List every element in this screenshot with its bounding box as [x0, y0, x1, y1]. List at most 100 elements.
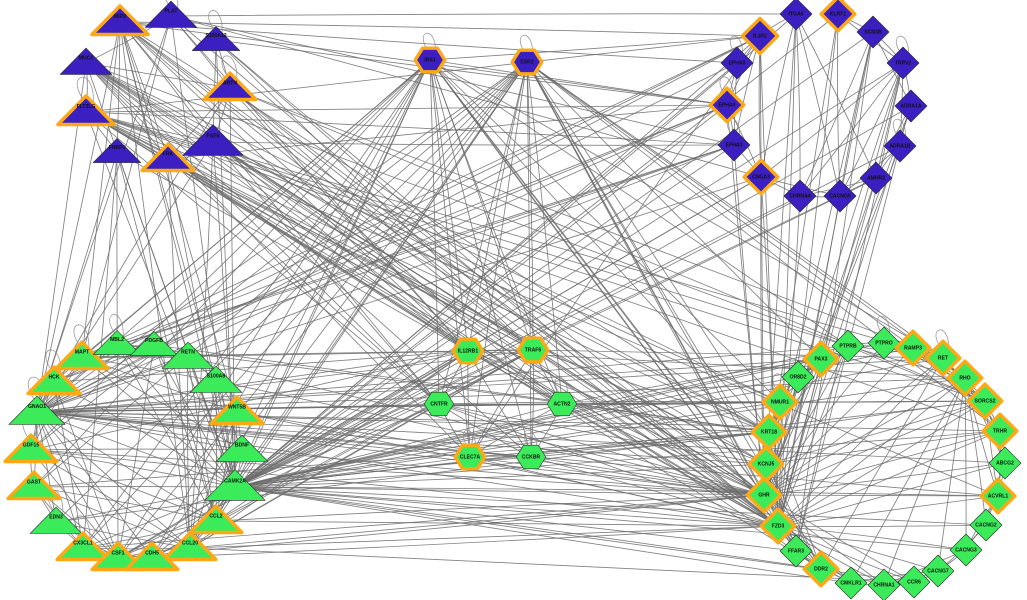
node-wnt5b[interactable] — [209, 395, 265, 426]
node-ffar3[interactable] — [779, 534, 813, 568]
node-cckbr[interactable] — [515, 444, 547, 470]
node-retn[interactable] — [161, 341, 215, 369]
node-ret[interactable] — [924, 339, 962, 377]
node-chrna4[interactable] — [783, 179, 817, 213]
edge — [777, 524, 987, 527]
edge — [799, 31, 874, 197]
node-trpv2[interactable] — [886, 46, 920, 80]
node-artn[interactable] — [202, 71, 258, 102]
node-gdf15[interactable] — [3, 433, 59, 464]
self-loop-edge — [554, 376, 569, 399]
node-fgf6[interactable] — [182, 124, 244, 156]
edge — [763, 494, 999, 497]
edge — [151, 525, 779, 559]
node-scn3b[interactable] — [856, 15, 890, 49]
node-ghr[interactable] — [745, 476, 783, 514]
node-cx3cl1[interactable] — [55, 531, 111, 562]
node-fzd3[interactable] — [759, 507, 797, 545]
edge — [429, 59, 849, 347]
node-plat[interactable] — [144, 0, 198, 28]
node-s100a8[interactable] — [189, 365, 243, 393]
node-layer[interactable] — [3, 0, 1022, 600]
node-clec7a[interactable] — [453, 443, 487, 471]
node-epha3[interactable] — [717, 128, 751, 162]
node-itga5[interactable] — [779, 0, 813, 31]
node-acvrl1[interactable] — [979, 477, 1017, 515]
edge — [532, 349, 779, 527]
node-or8d2[interactable] — [781, 360, 815, 394]
node-cacng5[interactable] — [823, 179, 857, 213]
edge — [777, 105, 912, 527]
node-muc1[interactable] — [59, 47, 113, 75]
edge — [760, 62, 904, 178]
node-gnao1[interactable] — [8, 395, 66, 425]
node-epha4[interactable] — [708, 86, 746, 124]
edge — [795, 62, 904, 552]
edge — [30, 59, 431, 451]
node-hck[interactable] — [26, 365, 82, 396]
node-cntfr[interactable] — [423, 391, 455, 417]
edge — [429, 59, 532, 458]
edge — [429, 59, 728, 106]
edge — [429, 59, 797, 552]
node-fnbp1[interactable] — [92, 138, 142, 163]
edge — [795, 13, 877, 179]
node-pax3[interactable] — [802, 340, 840, 378]
node-edn3[interactable] — [29, 506, 83, 534]
node-mbl2[interactable] — [92, 330, 142, 355]
node-esr2[interactable] — [510, 48, 544, 76]
node-ptprb[interactable] — [831, 329, 865, 363]
node-ptpro[interactable] — [867, 326, 901, 360]
node-epha5[interactable] — [720, 46, 754, 80]
node-rho[interactable] — [946, 359, 984, 397]
node-s100a12[interactable] — [191, 26, 241, 51]
node-camk2a[interactable] — [204, 469, 266, 501]
edge — [212, 141, 440, 405]
node-cdh5[interactable] — [124, 541, 180, 572]
node-abcg2[interactable] — [988, 446, 1022, 480]
node-adra1b[interactable] — [883, 129, 917, 163]
edge — [119, 21, 534, 351]
node-ccl2[interactable] — [188, 504, 244, 535]
edge — [119, 21, 563, 405]
node-bdnf[interactable] — [215, 434, 269, 462]
node-ccl20[interactable] — [162, 531, 218, 562]
node-ddr2[interactable] — [802, 550, 840, 588]
node-traf6[interactable] — [516, 336, 550, 364]
node-mapt[interactable] — [54, 340, 110, 371]
node-cacng7[interactable] — [921, 554, 955, 588]
edge — [36, 411, 217, 522]
node-amhr2[interactable] — [859, 161, 893, 195]
node-cacng2[interactable] — [969, 508, 1003, 542]
node-irs1[interactable] — [413, 46, 447, 74]
node-cacng3[interactable] — [949, 533, 983, 567]
node-actn2[interactable] — [546, 391, 578, 417]
node-cnga3[interactable] — [742, 158, 780, 196]
node-gast[interactable] — [6, 470, 62, 501]
node-ramp3[interactable] — [894, 329, 932, 367]
edge — [763, 177, 877, 496]
node-adra1a[interactable] — [894, 89, 928, 123]
node-flt3lg[interactable] — [56, 94, 116, 127]
node-nmur1[interactable] — [761, 383, 799, 421]
node-pdgfb[interactable] — [129, 331, 179, 356]
edge — [53, 35, 761, 383]
node-klrf1[interactable] — [819, 0, 857, 33]
edge — [530, 456, 779, 527]
node-il12rb1[interactable] — [451, 337, 485, 365]
edge — [469, 61, 528, 458]
node-frk[interactable] — [140, 142, 196, 173]
edge — [53, 59, 431, 383]
edge — [30, 61, 528, 451]
node-ccr6[interactable] — [897, 565, 931, 599]
node-mip2[interactable] — [90, 4, 150, 37]
edge — [234, 105, 912, 488]
edge — [85, 62, 469, 352]
node-trhr[interactable] — [981, 412, 1019, 450]
node-sorcs2[interactable] — [966, 382, 1004, 420]
node-chrna1[interactable] — [867, 568, 901, 600]
node-cmklr1[interactable] — [834, 566, 868, 600]
node-il1r2[interactable] — [740, 16, 780, 56]
